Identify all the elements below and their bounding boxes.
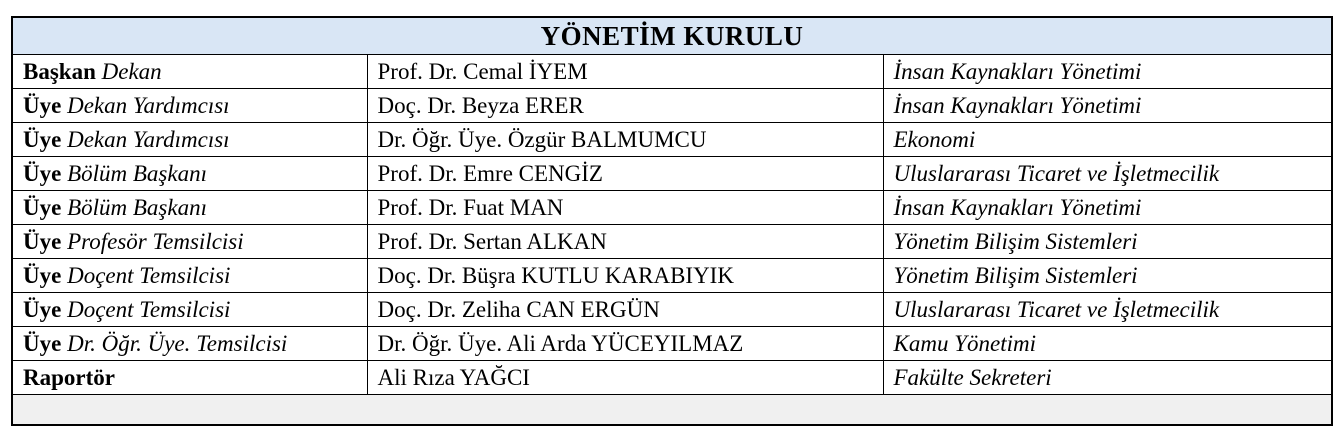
- role-label: Üye: [23, 194, 62, 220]
- name-cell: Prof. Dr. Emre CENGİZ: [366, 156, 884, 191]
- department-cell: Uluslararası Ticaret ve İşletmecilik: [882, 292, 1333, 327]
- role-cell: Başkan Dekan: [11, 54, 368, 89]
- board-table-container: YÖNETİM KURULU Başkan Dekan Prof. Dr. Ce…: [11, 16, 1334, 426]
- table-row: Üye Doçent Temsilcisi Doç. Dr. Zeliha CA…: [11, 292, 1333, 327]
- role-cell: Üye Profesör Temsilcisi: [11, 224, 368, 259]
- role-cell: Üye Doçent Temsilcisi: [11, 258, 368, 293]
- department-cell: Kamu Yönetimi: [882, 326, 1333, 361]
- board-table-body: Başkan Dekan Prof. Dr. Cemal İYEM İnsan …: [11, 54, 1333, 395]
- department-cell: Yönetim Bilişim Sistemleri: [882, 258, 1333, 293]
- name-cell: Doç. Dr. Beyza ERER: [366, 88, 884, 123]
- name-cell: Doç. Dr. Zeliha CAN ERGÜN: [366, 292, 884, 327]
- name-cell: Dr. Öğr. Üye. Özgür BALMUMCU: [366, 122, 884, 157]
- role-cell: Üye Dekan Yardımcısı: [11, 88, 368, 123]
- role-label: Raportör: [23, 364, 115, 390]
- role-detail-label: Doçent Temsilcisi: [67, 262, 231, 288]
- role-label: Üye: [23, 92, 62, 118]
- role-cell: Üye Bölüm Başkanı: [11, 156, 368, 191]
- table-row: Üye Doçent Temsilcisi Doç. Dr. Büşra KUT…: [11, 258, 1333, 293]
- role-cell: Üye Dekan Yardımcısı: [11, 122, 368, 157]
- empty-footer-cell: [11, 394, 1333, 426]
- table-row: Üye Profesör Temsilcisi Prof. Dr. Sertan…: [11, 224, 1333, 259]
- table-row: Üye Dr. Öğr. Üye. Temsilcisi Dr. Öğr. Üy…: [11, 326, 1333, 361]
- department-cell: İnsan Kaynakları Yönetimi: [882, 88, 1333, 123]
- role-label: Başkan: [23, 58, 96, 84]
- role-cell: Üye Bölüm Başkanı: [11, 190, 368, 225]
- name-cell: Prof. Dr. Fuat MAN: [366, 190, 884, 225]
- role-cell: Üye Dr. Öğr. Üye. Temsilcisi: [11, 326, 368, 361]
- role-detail-label: Dekan Yardımcısı: [67, 126, 230, 152]
- table-row: Üye Bölüm Başkanı Prof. Dr. Fuat MAN İns…: [11, 190, 1333, 225]
- table-row: Raportör Ali Rıza YAĞCI Fakülte Sekreter…: [11, 360, 1333, 395]
- empty-footer-row: [11, 394, 1333, 426]
- role-cell: Üye Doçent Temsilcisi: [11, 292, 368, 327]
- role-label: Üye: [23, 262, 62, 288]
- page-title: YÖNETİM KURULU: [11, 16, 1333, 55]
- department-cell: İnsan Kaynakları Yönetimi: [882, 190, 1333, 225]
- role-label: Üye: [23, 330, 62, 356]
- table-row: Üye Dekan Yardımcısı Doç. Dr. Beyza ERER…: [11, 88, 1333, 123]
- name-cell: Prof. Dr. Sertan ALKAN: [366, 224, 884, 259]
- role-detail-label: Bölüm Başkanı: [67, 160, 207, 186]
- name-cell: Dr. Öğr. Üye. Ali Arda YÜCEYILMAZ: [366, 326, 884, 361]
- table-row: Üye Bölüm Başkanı Prof. Dr. Emre CENGİZ …: [11, 156, 1333, 191]
- role-detail-label: Doçent Temsilcisi: [67, 296, 231, 322]
- name-cell: Doç. Dr. Büşra KUTLU KARABIYIK: [366, 258, 884, 293]
- role-label: Üye: [23, 160, 62, 186]
- role-detail-label: Dr. Öğr. Üye. Temsilcisi: [67, 330, 288, 356]
- role-label: Üye: [23, 296, 62, 322]
- table-row: Başkan Dekan Prof. Dr. Cemal İYEM İnsan …: [11, 54, 1333, 89]
- role-detail-label: Dekan: [101, 58, 162, 84]
- role-detail-label: Profesör Temsilcisi: [67, 228, 244, 254]
- table-row: Üye Dekan Yardımcısı Dr. Öğr. Üye. Özgür…: [11, 122, 1333, 157]
- role-cell: Raportör: [11, 360, 368, 395]
- table-header-row: YÖNETİM KURULU: [11, 16, 1333, 55]
- department-cell: Yönetim Bilişim Sistemleri: [882, 224, 1333, 259]
- name-cell: Prof. Dr. Cemal İYEM: [366, 54, 884, 89]
- department-cell: Ekonomi: [882, 122, 1333, 157]
- department-cell: Fakülte Sekreteri: [882, 360, 1333, 395]
- role-label: Üye: [23, 228, 62, 254]
- role-detail-label: Bölüm Başkanı: [67, 194, 207, 220]
- name-cell: Ali Rıza YAĞCI: [366, 360, 884, 395]
- role-detail-label: Dekan Yardımcısı: [67, 92, 230, 118]
- department-cell: İnsan Kaynakları Yönetimi: [882, 54, 1333, 89]
- board-table: YÖNETİM KURULU Başkan Dekan Prof. Dr. Ce…: [11, 16, 1334, 426]
- role-label: Üye: [23, 126, 62, 152]
- department-cell: Uluslararası Ticaret ve İşletmecilik: [882, 156, 1333, 191]
